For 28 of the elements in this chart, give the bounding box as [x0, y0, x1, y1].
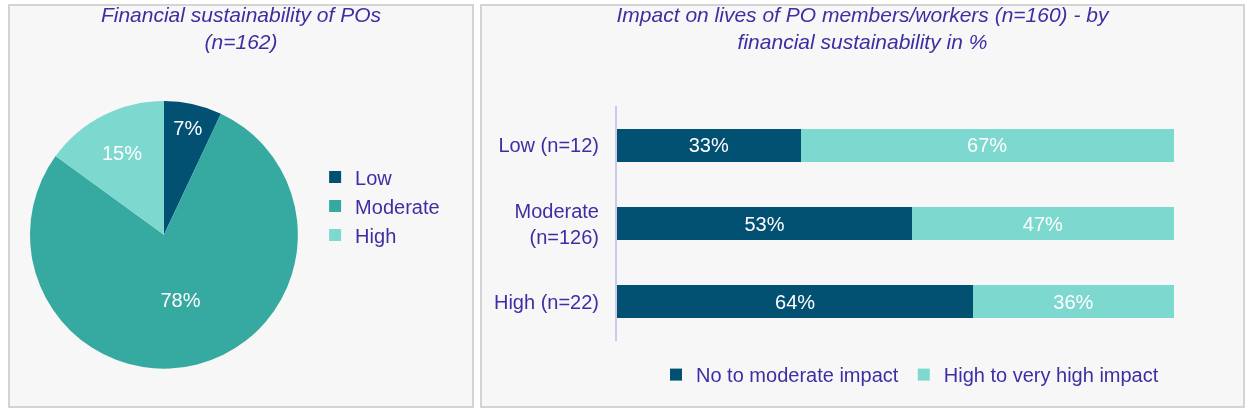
- y-tick-label: Low (n=12): [498, 134, 599, 157]
- bar: [617, 207, 913, 240]
- legend-label: Low: [355, 166, 393, 189]
- data-label: 64%: [775, 290, 816, 313]
- y-tick-label: High (n=22): [493, 290, 599, 313]
- bar: [617, 285, 974, 319]
- bar: [912, 207, 1174, 240]
- pie-slice: [55, 100, 164, 235]
- y-tick-label: Moderate (n=126): [514, 199, 599, 248]
- data-label: 15%: [101, 141, 143, 164]
- data-label: 36%: [1053, 290, 1094, 313]
- data-label: 67%: [967, 134, 1008, 157]
- bar: [800, 128, 1174, 162]
- bar: [973, 285, 1174, 319]
- data-label: 53%: [744, 212, 785, 235]
- chart-title: Impact on lives of PO members/workers (n=160) - by financial sustainability in %: [616, 3, 1110, 54]
- data-label: 7%: [173, 116, 203, 139]
- pie-slice: [163, 100, 221, 235]
- legend-label: No to moderate impact: [696, 364, 899, 387]
- legend-label: Moderate: [355, 195, 440, 218]
- legend-label: High: [355, 224, 397, 247]
- chart-title: Financial sustainability of POs (n=162): [100, 3, 382, 54]
- bar: [617, 128, 801, 162]
- data-label: 33%: [688, 134, 729, 157]
- legend-label: High to very high impact: [943, 364, 1159, 387]
- data-label: 47%: [1022, 212, 1063, 235]
- pie-slice: [30, 113, 298, 369]
- data-label: 78%: [160, 288, 201, 311]
